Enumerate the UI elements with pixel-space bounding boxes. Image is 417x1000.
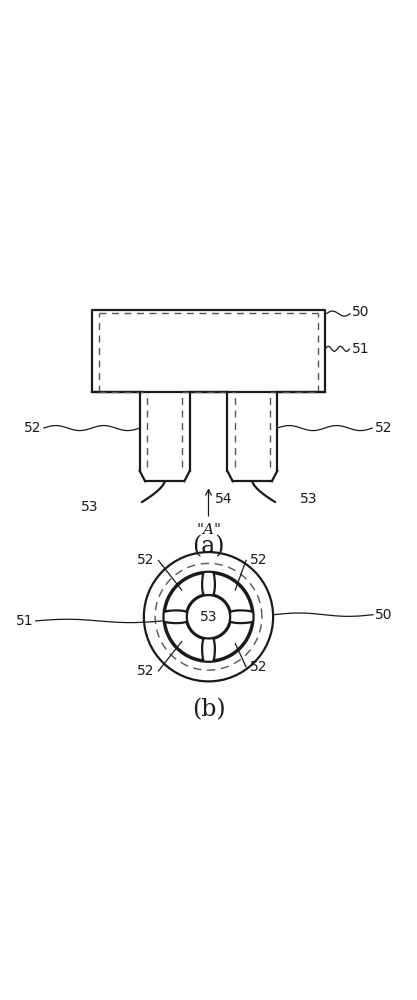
Text: 53: 53 — [200, 610, 217, 624]
Text: 51: 51 — [16, 614, 33, 628]
Text: 52: 52 — [137, 664, 154, 678]
Text: (a): (a) — [192, 535, 225, 558]
Text: 50: 50 — [352, 305, 370, 319]
Text: 52: 52 — [250, 553, 268, 567]
Text: 53: 53 — [81, 500, 98, 514]
Text: 52: 52 — [24, 421, 42, 435]
Text: 52: 52 — [250, 660, 268, 674]
Text: 52: 52 — [375, 421, 393, 435]
Text: (b): (b) — [192, 698, 225, 721]
Text: 53: 53 — [300, 492, 318, 506]
Text: 54: 54 — [215, 492, 232, 506]
Text: "A": "A" — [196, 523, 221, 537]
Text: 52: 52 — [137, 553, 154, 567]
Text: 51: 51 — [352, 342, 370, 356]
Text: 50: 50 — [375, 608, 393, 622]
